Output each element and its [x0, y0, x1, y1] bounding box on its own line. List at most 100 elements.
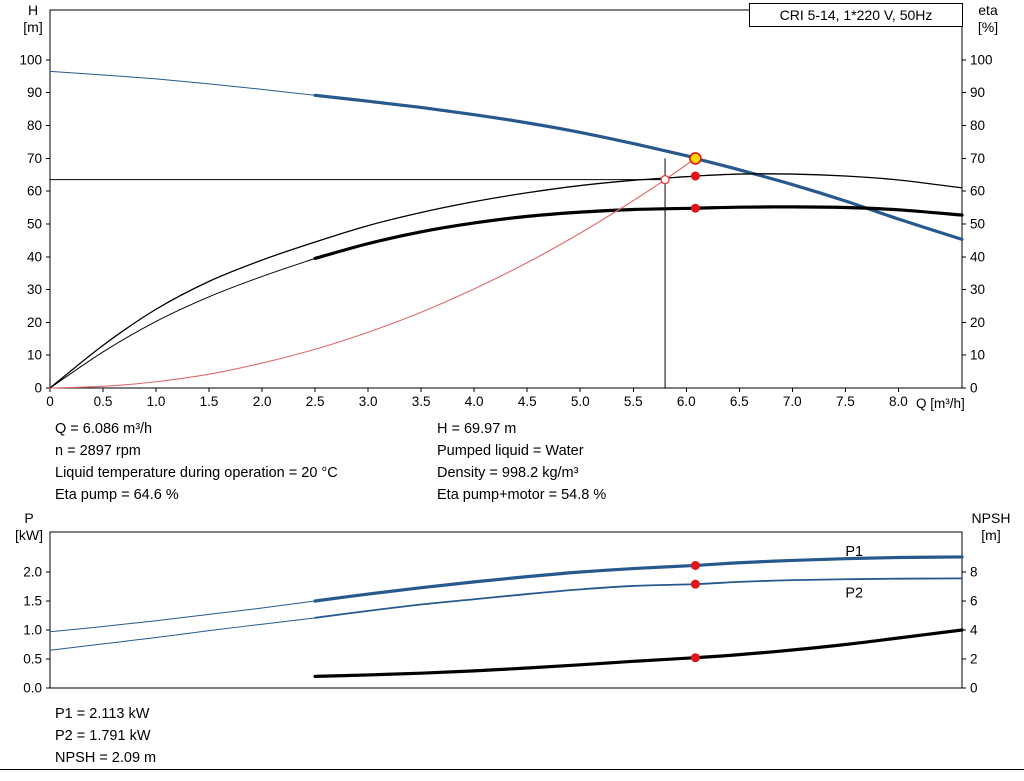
p2-curve-lead	[49, 617, 316, 651]
y-right-tick-label: 40	[970, 249, 985, 264]
series-label-p1: P1	[845, 544, 863, 560]
x-tick-label: 8.0	[889, 394, 908, 409]
x-tick-label: 5.0	[571, 394, 590, 409]
y-left-tick-label: 60	[27, 184, 42, 199]
x-tick-label: 0	[46, 394, 54, 409]
y-left-tick-label: 0	[34, 381, 42, 396]
power-data: P1 = 2.113 kW P2 = 1.791 kW NPSH = 2.09 …	[55, 703, 156, 769]
operating-data-left: Q = 6.086 m³/h n = 2897 rpm Liquid tempe…	[55, 418, 338, 506]
x-tick-label: 6.5	[730, 394, 749, 409]
y-right-tick-label: 2	[970, 652, 978, 667]
h-curve	[313, 93, 964, 241]
operating-data-right: H = 69.97 m Pumped liquid = Water Densit…	[437, 418, 606, 506]
h-curve-lead	[49, 70, 316, 96]
x-tick-label: 4.5	[518, 394, 537, 409]
y-left-tick-label: 40	[27, 249, 42, 264]
info-line-npsh: NPSH = 2.09 m	[55, 750, 157, 766]
p-axis-title-unit: [kW]	[15, 527, 43, 543]
p-axis-title-symbol: P	[24, 510, 34, 526]
y-left-tick-label: 10	[27, 348, 42, 363]
y-right-tick-label: 4	[970, 623, 978, 638]
x-tick-label: 0.5	[94, 394, 113, 409]
y-left-tick-label: 0.0	[23, 681, 42, 696]
qh-eta-chart-border	[49, 9, 963, 389]
info-line-head: H = 69.97 m	[437, 421, 517, 437]
x-tick-label: 3.0	[359, 394, 378, 409]
h-axis-title: H [m]	[14, 2, 52, 36]
y-right-tick-label: 90	[970, 85, 985, 100]
x-tick-label: 3.5	[412, 394, 431, 409]
y-right-tick-label: 70	[970, 151, 985, 166]
x-tick-label: 2.0	[253, 394, 272, 409]
y-right-tick-label: 60	[970, 184, 985, 199]
eta-pump-motor-curve	[313, 205, 964, 260]
p1-curve	[313, 555, 964, 603]
y-right-tick-label: 6	[970, 594, 978, 609]
y-right-tick-label: 0	[970, 381, 978, 396]
operating-point	[689, 152, 702, 165]
x-tick-label: 1.0	[147, 394, 166, 409]
p1-curve-lead	[49, 600, 316, 633]
y-left-tick-label: 1.0	[23, 623, 42, 638]
power-npsh-chart-border	[49, 531, 963, 689]
npsh-axis-title: NPSH [m]	[962, 510, 1020, 544]
info-line-speed: n = 2897 rpm	[55, 443, 141, 459]
y-left-tick-label: 50	[27, 216, 42, 231]
x-tick-label: 7.5	[836, 394, 855, 409]
y-left-tick-label: 0.5	[23, 652, 42, 667]
duty-point-eta-pump-motor	[690, 203, 700, 213]
y-right-tick-label: 20	[970, 315, 985, 330]
duty-point-p2	[690, 579, 700, 589]
y-left-tick-label: 90	[27, 85, 42, 100]
duty-point-eta-pump	[690, 171, 700, 181]
npsh-curve	[313, 628, 964, 679]
duty-point-npsh	[690, 653, 700, 663]
h-axis-title-unit: [m]	[23, 19, 43, 35]
info-line-liquid-temperature: Liquid temperature during operation = 20…	[55, 465, 338, 481]
info-line-flow: Q = 6.086 m³/h	[55, 421, 153, 437]
info-line-eta-pump: Eta pump = 64.6 %	[55, 487, 179, 503]
q-axis-title: Q [m³/h]	[916, 396, 965, 411]
series-label-p2: P2	[845, 586, 863, 602]
npsh-axis-title-symbol: NPSH	[971, 510, 1011, 526]
y-right-tick-label: 100	[970, 52, 993, 67]
eta-axis-title-symbol: eta	[978, 2, 998, 18]
info-line-pumped-liquid: Pumped liquid = Water	[437, 443, 584, 459]
y-left-tick-label: 2.0	[23, 565, 42, 580]
eta-axis-title-unit: [%]	[977, 19, 999, 35]
info-line-p1: P1 = 2.113 kW	[55, 706, 150, 722]
y-right-tick-label: 8	[970, 565, 978, 580]
y-right-tick-label: 80	[970, 118, 985, 133]
y-right-tick-label: 50	[970, 216, 985, 231]
eta-pump-curve	[49, 173, 963, 389]
y-right-tick-label: 10	[970, 348, 985, 363]
system-curve	[49, 157, 696, 389]
eta-axis-title: eta [%]	[962, 2, 1014, 36]
pump-model-title: CRI 5-14, 1*220 V, 50Hz	[749, 3, 963, 27]
info-line-density: Density = 998.2 kg/m³	[437, 465, 579, 481]
requested-duty-point	[660, 175, 670, 185]
x-tick-label: 7.0	[783, 394, 802, 409]
pump-model-title-text: CRI 5-14, 1*220 V, 50Hz	[779, 7, 933, 23]
info-line-p2: P2 = 1.791 kW	[55, 728, 151, 744]
h-axis-title-symbol: H	[27, 2, 39, 18]
x-tick-label: 4.0	[465, 394, 484, 409]
x-tick-label: 6.0	[677, 394, 696, 409]
x-tick-label: 1.5	[200, 394, 219, 409]
y-left-tick-label: 30	[27, 282, 42, 297]
y-right-tick-label: 0	[970, 681, 978, 696]
bottom-separator	[0, 769, 1024, 770]
x-tick-label: 2.5	[306, 394, 325, 409]
y-left-tick-label: 1.5	[23, 594, 42, 609]
y-right-tick-label: 30	[970, 282, 985, 297]
info-line-eta-pump-motor: Eta pump+motor = 54.8 %	[437, 487, 607, 503]
p2-curve	[314, 577, 963, 619]
eta-pump-motor-lead	[49, 257, 316, 389]
y-left-tick-label: 70	[27, 151, 42, 166]
y-left-tick-label: 100	[19, 52, 42, 67]
npsh-axis-title-unit: [m]	[981, 527, 1001, 543]
y-left-tick-label: 20	[27, 315, 42, 330]
p-axis-title: P [kW]	[8, 510, 50, 544]
